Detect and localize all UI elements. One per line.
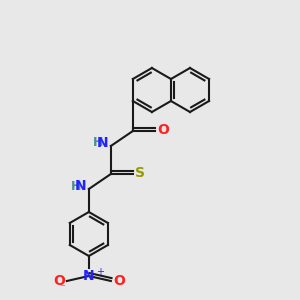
Text: O: O: [157, 123, 169, 137]
Text: O: O: [113, 274, 125, 288]
Text: ⁻: ⁻: [59, 283, 65, 293]
Text: +: +: [96, 267, 104, 277]
Text: N: N: [97, 136, 109, 150]
Text: H: H: [92, 136, 103, 149]
Text: S: S: [135, 166, 145, 180]
Text: O: O: [53, 274, 65, 288]
Text: H: H: [70, 179, 81, 193]
Text: N: N: [75, 179, 87, 193]
Text: N: N: [83, 269, 95, 283]
